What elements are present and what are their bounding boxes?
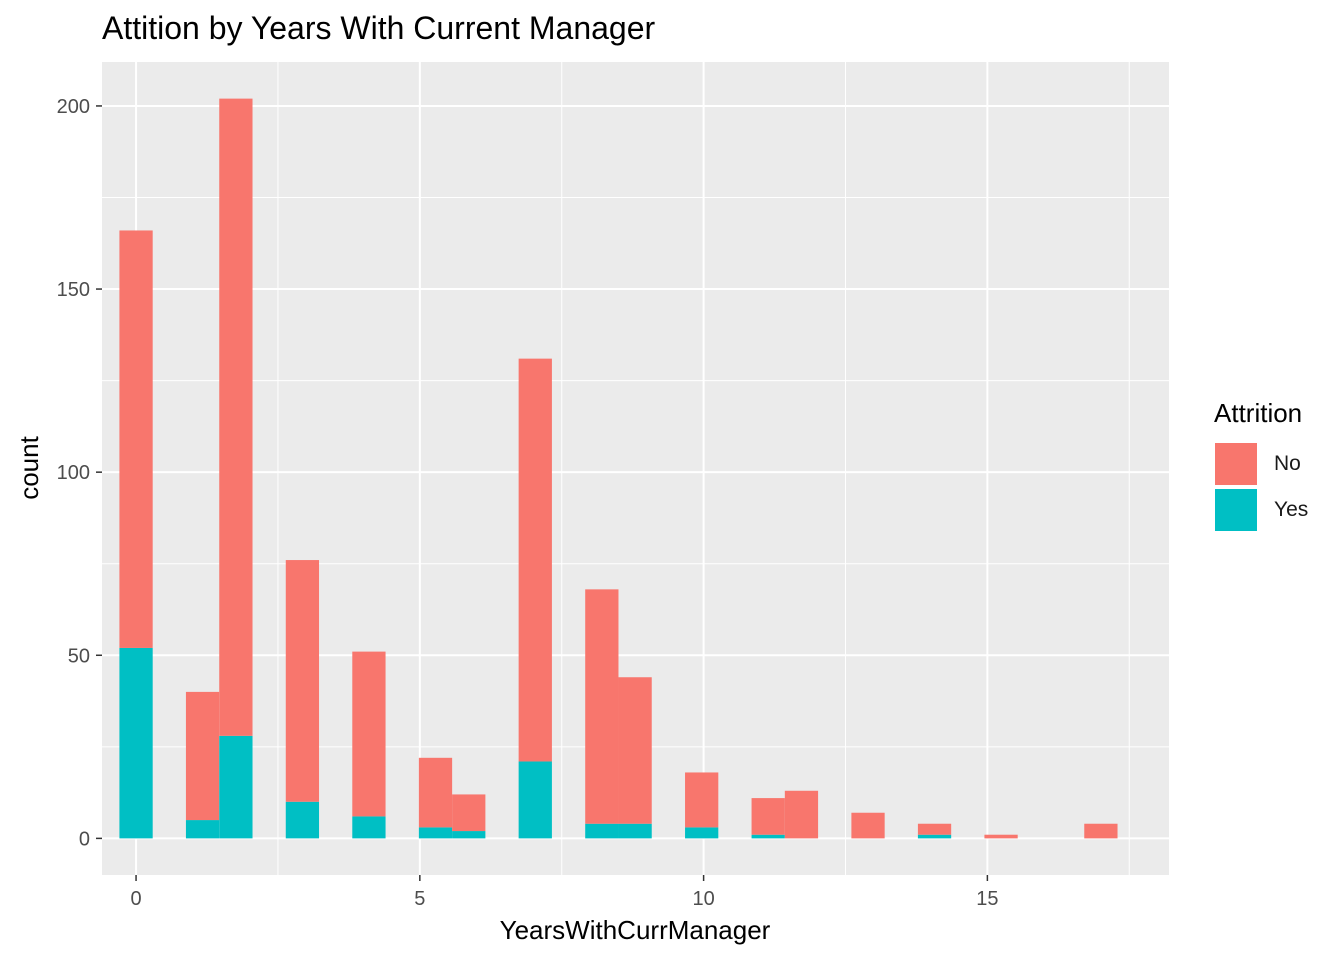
legend-label-yes: Yes <box>1274 498 1309 521</box>
bar-yes <box>685 827 719 839</box>
y-tick-label: 200 <box>57 96 90 118</box>
x-tick-label: 5 <box>414 888 425 910</box>
legend-item-yes: Yes <box>1214 487 1308 533</box>
bar-no <box>119 230 153 648</box>
x-axis-label: YearsWithCurrManager <box>500 915 771 945</box>
bar-yes <box>452 831 486 839</box>
chart-title: Attition by Years With Current Manager <box>102 10 656 46</box>
bar-no <box>219 98 253 736</box>
x-tick-label: 10 <box>692 888 714 910</box>
bar-yes <box>352 816 386 839</box>
bar-no <box>185 691 220 821</box>
bar-yes <box>917 834 952 839</box>
bar-no <box>751 798 785 835</box>
y-axis: 0 50 100 150 200 <box>57 96 102 850</box>
bar-yes <box>585 823 619 839</box>
bar-yes <box>518 761 552 839</box>
bar-no <box>917 823 952 835</box>
x-axis: 0 5 10 15 <box>130 875 999 910</box>
bar-no <box>685 772 719 828</box>
bar-no <box>352 651 386 817</box>
y-tick-label: 0 <box>79 828 90 850</box>
bar-no <box>784 790 819 839</box>
x-tick-label: 15 <box>976 888 998 910</box>
bar-yes <box>618 823 652 839</box>
bar-no <box>851 812 885 839</box>
y-tick-label: 100 <box>57 462 90 484</box>
x-tick-label: 0 <box>130 888 141 910</box>
legend-key-yes <box>1214 488 1258 532</box>
bar-yes <box>751 834 785 839</box>
bar-no <box>618 677 652 824</box>
minor-grid <box>102 62 1169 875</box>
legend-label-no: No <box>1274 452 1301 475</box>
legend: Attrition No Yes <box>1214 398 1308 533</box>
legend-key-no <box>1214 442 1258 486</box>
bar-no <box>1084 823 1118 839</box>
bar-yes <box>418 827 453 839</box>
bar-no <box>285 560 320 802</box>
y-axis-label: count <box>14 435 44 499</box>
bar-no <box>518 358 552 762</box>
legend-title: Attrition <box>1214 398 1303 428</box>
bar-no <box>452 794 486 832</box>
y-tick-label: 50 <box>68 645 90 667</box>
y-tick-label: 150 <box>57 279 90 301</box>
bar-yes <box>119 647 153 839</box>
bar-no <box>418 757 453 828</box>
bars <box>119 98 1118 839</box>
legend-item-no: No <box>1214 441 1308 487</box>
bar-yes <box>185 820 220 839</box>
bar-yes <box>285 801 320 839</box>
bar-no <box>984 834 1018 839</box>
bar-no <box>585 589 619 824</box>
bar-yes <box>219 735 253 839</box>
